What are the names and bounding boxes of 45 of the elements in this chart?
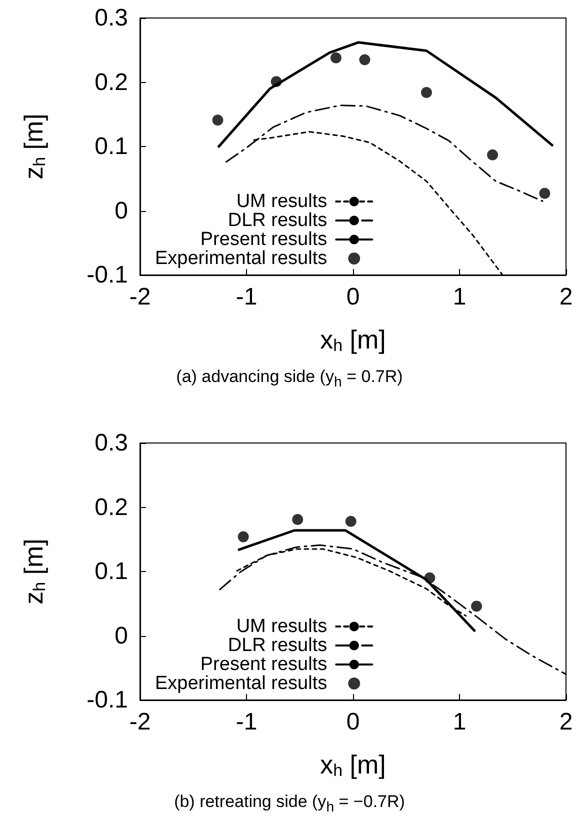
- legend-label: Present results: [200, 229, 328, 250]
- y-tick-label: 0: [114, 622, 128, 650]
- x-tick-label: 2: [559, 284, 573, 310]
- point: [238, 531, 249, 542]
- point: [359, 54, 370, 66]
- point: [539, 188, 550, 199]
- x-tick-label: -1: [236, 284, 258, 310]
- x-tick-label: -2: [129, 284, 151, 310]
- point: [330, 52, 342, 64]
- x-tick-label: 1: [452, 284, 466, 310]
- y-axis-title: zh [m]: [18, 114, 49, 180]
- x-tick-label: -2: [129, 708, 151, 736]
- y-tick-label: 0.2: [94, 68, 128, 96]
- legend-label: DLR results: [228, 210, 328, 231]
- x-axis-title: xh [m]: [320, 750, 386, 780]
- x-tick-label: 1: [452, 708, 466, 736]
- y-tick-label: 0.1: [94, 133, 128, 160]
- y-tick-label: 0.2: [94, 494, 128, 521]
- x-tick-label: 2: [559, 708, 573, 736]
- legend-label: Experimental results: [155, 248, 328, 269]
- y-tick-label: 0: [114, 197, 128, 224]
- legend-label: Experimental results: [155, 673, 328, 694]
- line-series: [218, 41, 554, 148]
- legend-label: UM results: [236, 191, 328, 212]
- x-tick-label: -1: [236, 708, 258, 736]
- legend-label: UM results: [236, 616, 328, 637]
- x-tick-label: 0: [346, 708, 360, 736]
- point: [212, 114, 224, 126]
- x-tick-label: 0: [346, 284, 360, 310]
- y-tick-label: 0.1: [94, 558, 128, 585]
- point: [345, 516, 356, 527]
- text: (a) advancing side (y$_{h}$ = 0.7R): [175, 367, 404, 390]
- x-axis-title: xh [m]: [320, 324, 386, 355]
- legend-label: Present results: [200, 654, 328, 675]
- y-tick-label: 0.3: [94, 430, 128, 456]
- y-axis-title: zh [m]: [18, 538, 49, 604]
- y-tick-label: -0.1: [86, 686, 128, 714]
- point: [420, 87, 432, 98]
- y-tick-label: 0.3: [94, 4, 128, 32]
- y-tick-label: -0.1: [86, 262, 128, 288]
- point: [471, 600, 482, 612]
- point: [292, 514, 304, 525]
- point: [487, 149, 498, 160]
- text: (b) retreating side (y$_{h}$ = −0.7R): [173, 792, 406, 816]
- legend-label: DLR results: [228, 635, 328, 656]
